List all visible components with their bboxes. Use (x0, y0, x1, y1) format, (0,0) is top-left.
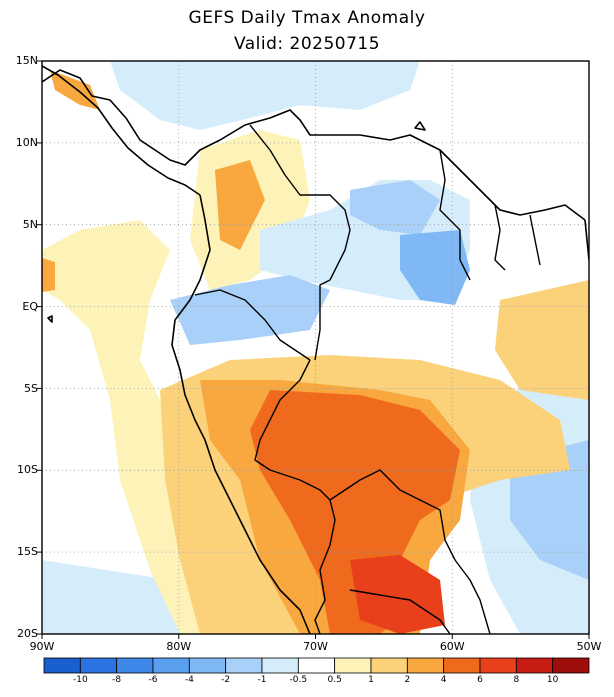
border-bolivia-paraguay (349, 589, 451, 634)
colorbar-tick-label: -0.5 (289, 675, 308, 685)
border-colombia-venezuela (249, 124, 351, 281)
colorbar-swatch (443, 657, 481, 674)
coastline-pacific-south-america (171, 194, 311, 634)
colorbar-tick-label: 2 (404, 675, 411, 685)
colorbar-tick-label: -8 (112, 675, 122, 685)
colorbar-swatch (334, 657, 372, 674)
colorbar-swatch (515, 657, 554, 674)
island-galapagos (47, 315, 53, 323)
anomaly-area-dark-orange-core (250, 390, 460, 634)
colorbar-tick-label: -4 (184, 675, 194, 685)
country-borders (194, 124, 541, 634)
colorbar-swatch (406, 657, 445, 674)
lon-label-60w: 60W (439, 640, 465, 653)
lat-label-15n: 15N (15, 54, 38, 67)
border-guyana-suriname (494, 204, 506, 271)
colorbar-swatch (152, 657, 190, 674)
anomaly-area-blue-guiana (350, 180, 440, 235)
coastline-central-america (42, 65, 201, 196)
colorbar-tick-label: -1 (257, 675, 267, 685)
lon-label-90w: 90W (29, 640, 55, 653)
border-peru-brazil (254, 359, 331, 501)
anomaly-area-orange-pacific-west (42, 258, 55, 292)
colorbar-swatch (225, 657, 263, 674)
colorbar-swatch (261, 657, 299, 674)
colorbar-swatch (116, 657, 154, 674)
lon-label-80w: 80W (166, 640, 192, 653)
border-venezuela-guyana (439, 149, 471, 281)
lat-label-10n: 10N (15, 136, 38, 149)
colorbar-swatch (43, 657, 81, 674)
anomaly-area-blue-amazon-north (400, 230, 470, 305)
lat-label-5n: 5N (22, 218, 38, 231)
border-colombia-brazil (314, 279, 331, 361)
colorbar-swatch (79, 657, 118, 674)
colorbar-tick-label: 0.5 (327, 675, 342, 685)
border-suriname-guiana (529, 214, 541, 266)
lat-label-eq: EQ (22, 300, 38, 313)
colorbar-tick-label: -6 (148, 675, 158, 685)
axis-ticks (37, 60, 590, 639)
lon-label-50w: 50W (576, 640, 602, 653)
colorbar-tick-label: 8 (513, 675, 520, 685)
colorbar-tick-label: 4 (440, 675, 447, 685)
border-ecuador-peru (194, 289, 311, 361)
anomaly-field (42, 61, 589, 634)
anomaly-area-red-bolivia (350, 555, 445, 634)
lat-label-20s: 20S (17, 627, 38, 640)
colorbar-swatch (479, 657, 517, 674)
map-subtitle: Valid: 20250715 (233, 34, 381, 54)
map-title: GEFS Daily Tmax Anomaly (188, 8, 426, 28)
anomaly-area-orange-central-america (50, 70, 100, 110)
anomaly-area-light-blue-caribbean (110, 61, 420, 130)
colorbar (43, 657, 590, 674)
colorbar-tick-label: 10 (546, 675, 559, 685)
lon-label-70w: 70W (303, 640, 328, 653)
colorbar-swatch (370, 657, 408, 674)
anomaly-area-orange-colombia (215, 160, 265, 250)
coastline-caribbean-north (42, 69, 586, 221)
lat-label-15s: 15S (17, 545, 38, 558)
lat-label-5s: 5S (24, 382, 38, 395)
lat-label-10s: 10S (17, 463, 38, 476)
colorbar-tick-label: 1 (368, 675, 374, 685)
colorbar-swatch (552, 657, 590, 674)
colorbar-swatch (188, 657, 227, 674)
anomaly-area-light-orange-east (495, 280, 589, 400)
colorbar-tick-label: -2 (221, 675, 231, 685)
colorbar-tick-label: -10 (72, 675, 88, 685)
colorbar-swatch (297, 657, 336, 674)
island-trinidad (414, 121, 426, 131)
border-peru-bolivia (314, 499, 336, 634)
colorbar-tick-label: 6 (477, 675, 483, 685)
border-brazil-bolivia (329, 469, 491, 634)
